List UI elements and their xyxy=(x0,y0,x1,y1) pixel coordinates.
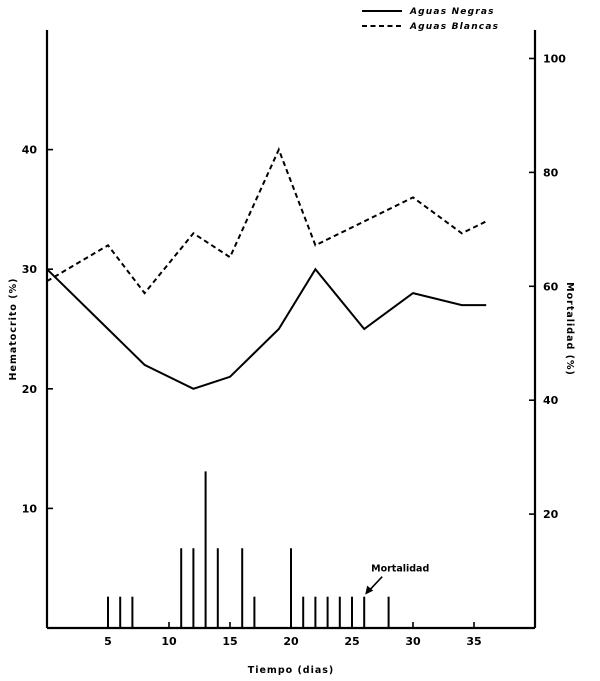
y-right-tick-label: 80 xyxy=(543,166,559,179)
x-tick-label: 20 xyxy=(283,635,299,648)
y-right-tick-label: 40 xyxy=(543,394,559,407)
y-right-tick-label: 20 xyxy=(543,508,559,521)
y-left-tick-label: 30 xyxy=(22,263,38,276)
y-left-tick-label: 10 xyxy=(22,502,38,515)
x-axis-label: Tiempo (dias) xyxy=(248,665,335,676)
y-left-tick-label: 40 xyxy=(22,144,38,157)
y-right-tick-label: 100 xyxy=(543,52,566,65)
y-axis-label-left: Hematocrito (%) xyxy=(8,278,19,381)
x-tick-label: 35 xyxy=(466,635,481,648)
x-tick-label: 5 xyxy=(104,635,112,648)
y-left-tick-label: 20 xyxy=(22,383,38,396)
x-tick-label: 15 xyxy=(222,635,237,648)
x-tick-label: 10 xyxy=(161,635,177,648)
y-right-tick-label: 60 xyxy=(543,280,559,293)
mortality-annotation-label: Mortalidad xyxy=(371,564,429,575)
aguas-blancas-line xyxy=(46,147,487,295)
legend-label: Aguas Negras xyxy=(409,7,495,17)
aguas-negras-line xyxy=(46,267,487,390)
x-tick-label: 25 xyxy=(344,635,359,648)
y-axis-label-right: Mortalidad (%) xyxy=(564,282,575,376)
annotation-arrow-head xyxy=(365,585,374,595)
legend-label: Aguas Blancas xyxy=(409,22,499,32)
x-tick-label: 30 xyxy=(405,635,421,648)
